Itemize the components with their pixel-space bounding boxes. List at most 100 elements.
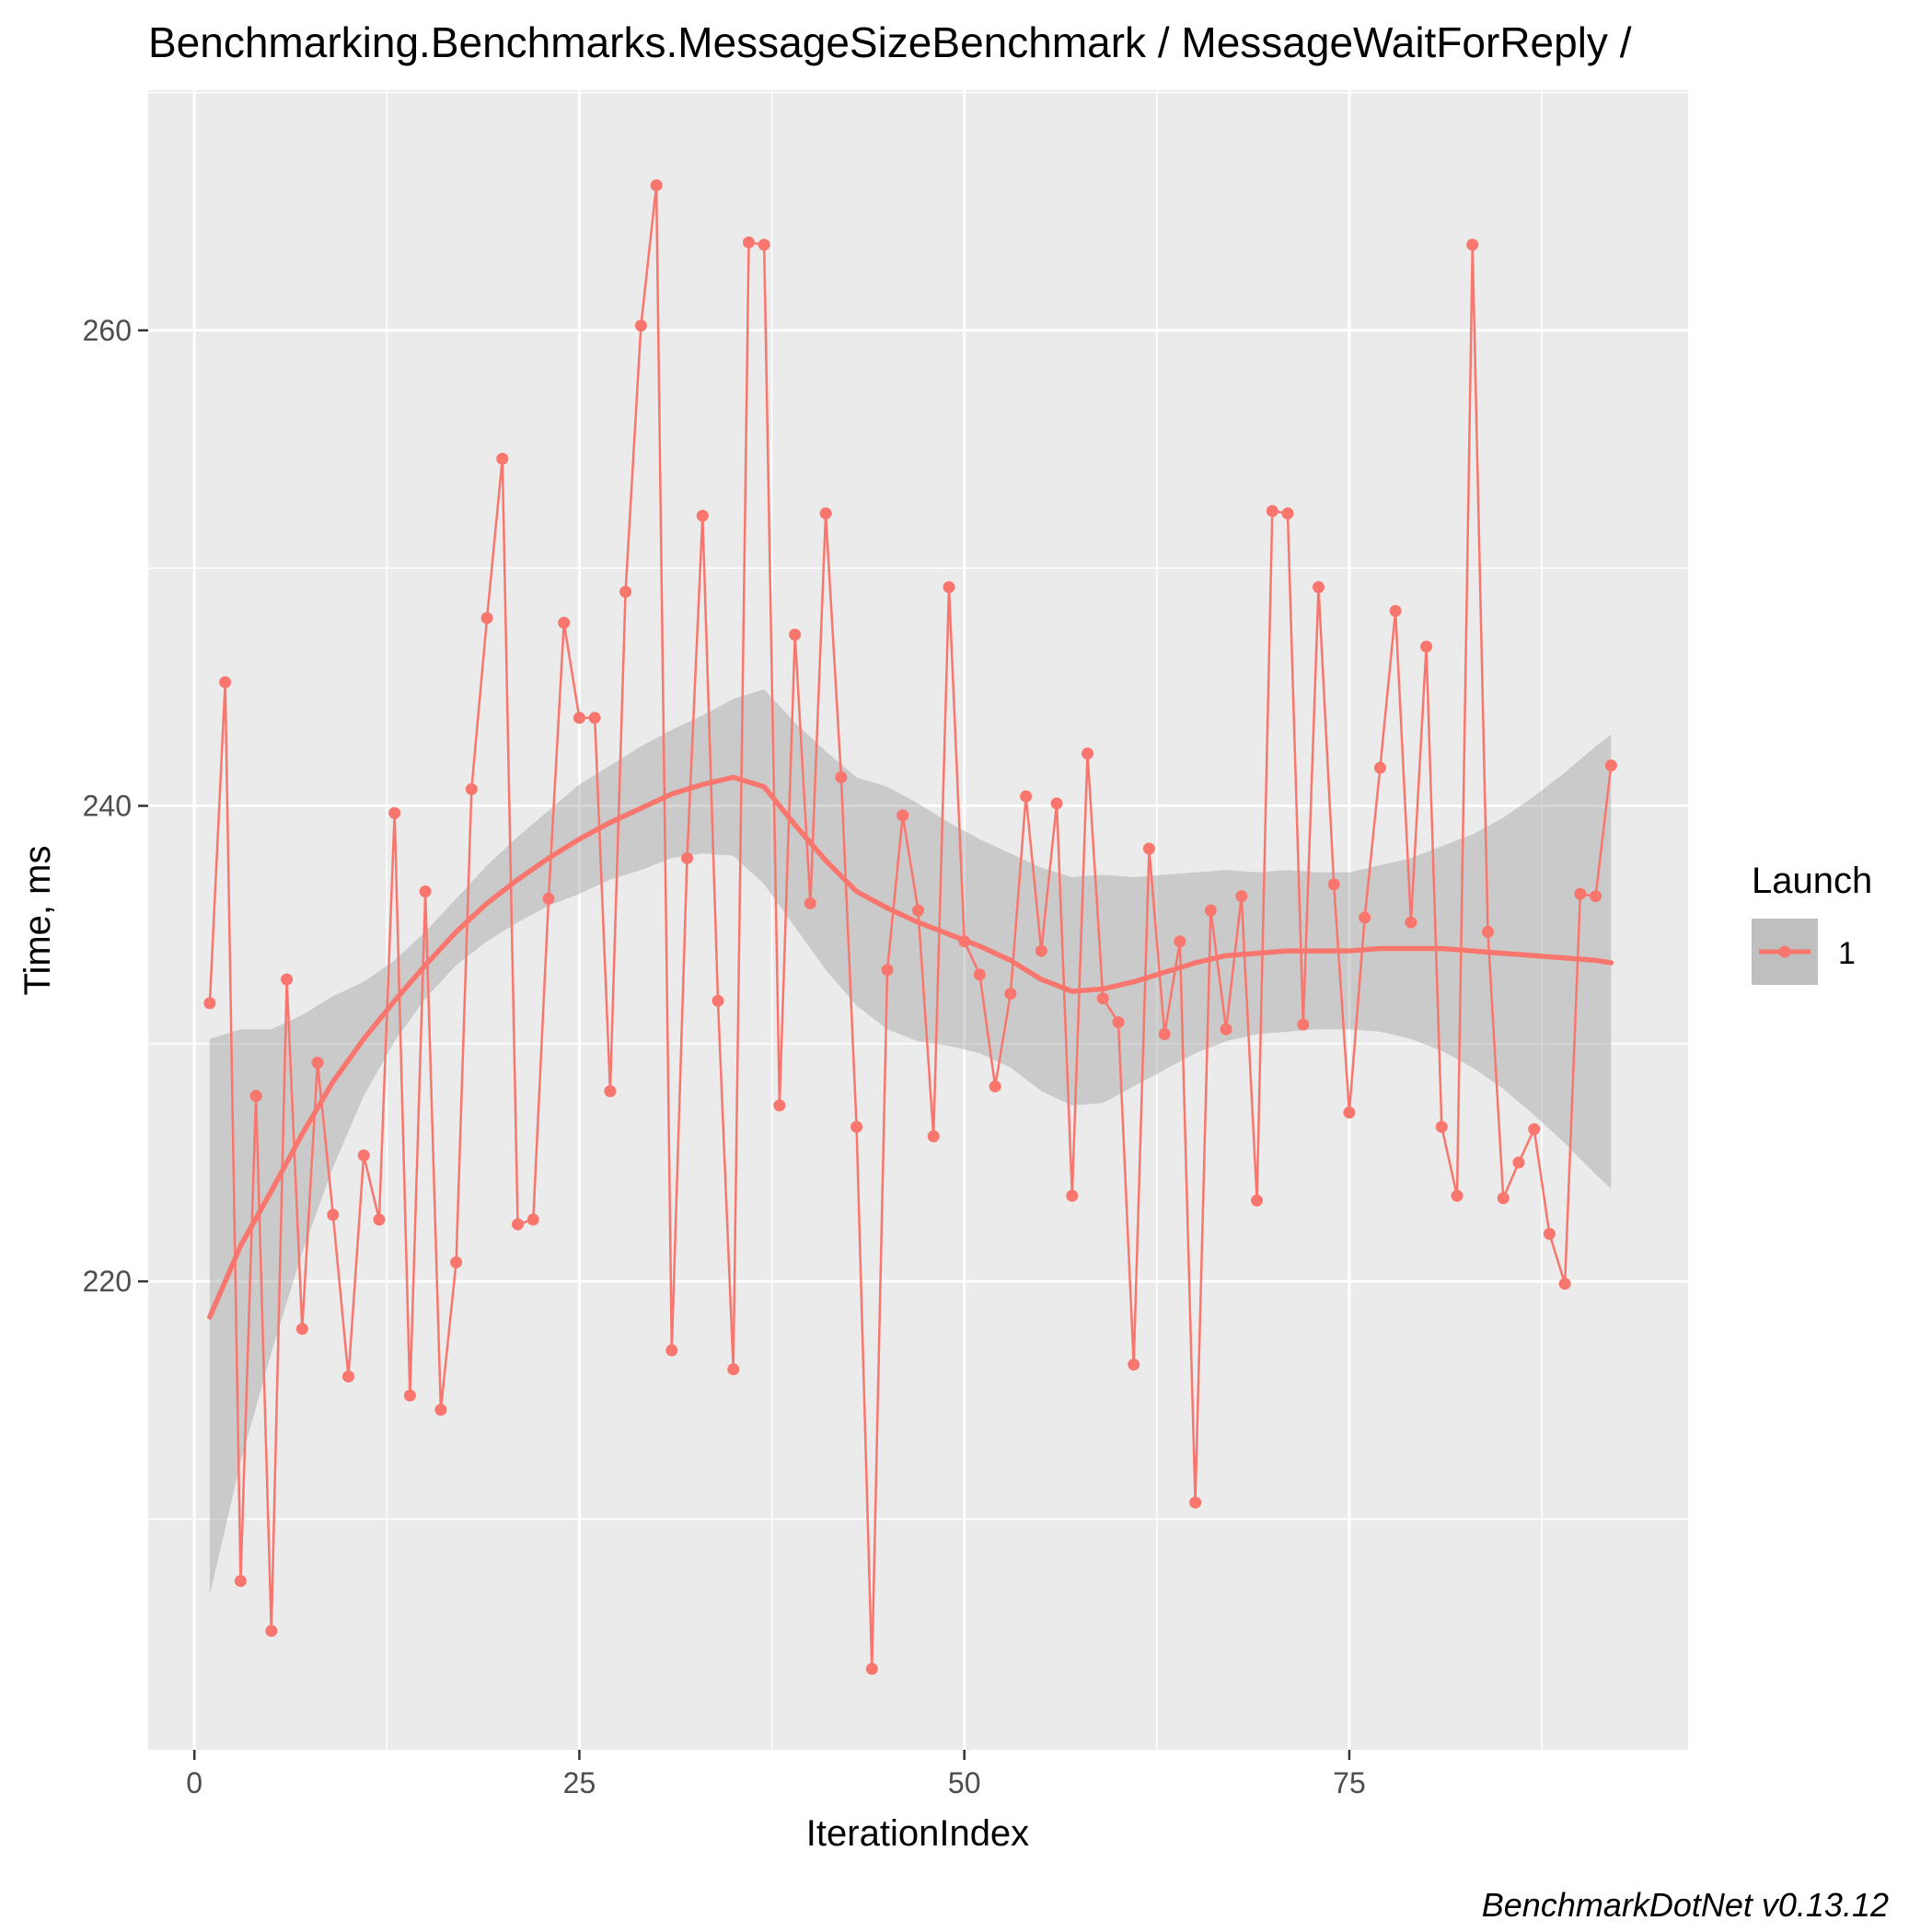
data-point [619,585,632,598]
data-point [989,1080,1001,1093]
data-point [512,1218,525,1231]
series-line [208,185,1613,1670]
data-point [1543,1227,1556,1240]
data-point [1189,1496,1202,1509]
data-point [234,1575,247,1588]
data-point [1359,911,1371,924]
data-point [943,581,955,594]
data-point [742,236,755,249]
data-point [1235,890,1248,903]
axes-group: 0 25 50 75 220 240 260 [83,314,1366,1799]
smooth-line-group [207,774,1614,1320]
y-tick-label: 240 [83,790,132,823]
data-point [1142,842,1155,855]
data-point [604,1084,617,1097]
smooth-line [207,774,1614,1320]
x-tick-label: 75 [1333,1766,1366,1799]
data-point [1482,925,1495,938]
data-point [465,782,478,795]
data-point [835,771,848,784]
data-point [249,1090,262,1103]
data-point [419,885,432,898]
data-point [281,973,294,986]
data-point [650,179,663,191]
data-point [1451,1189,1463,1202]
data-point [1066,1189,1079,1202]
data-point [1389,605,1402,618]
data-point [804,897,816,909]
data-point [1251,1194,1264,1207]
confidence-band [209,688,1612,1596]
data-point [1528,1123,1541,1136]
data-point [1174,935,1186,948]
data-point [819,507,832,520]
data-point [327,1209,340,1221]
data-point [373,1213,386,1226]
data-point [1004,988,1017,1001]
data-point [341,1370,354,1382]
data-point [1435,1120,1448,1133]
data-point [1497,1192,1510,1205]
data-point [1590,890,1602,903]
data-point [573,711,585,724]
data-point [1558,1278,1571,1290]
data-point [219,676,232,688]
data-point [1343,1106,1356,1119]
data-point [973,968,986,981]
data-point [1574,887,1587,900]
x-tick-label: 0 [186,1766,202,1799]
chart-title: Benchmarking.Benchmarks.MessageSizeBench… [148,18,1632,66]
data-point [881,964,894,977]
data-point [1050,797,1063,810]
data-point [1220,1023,1232,1035]
data-point [681,851,694,864]
data-point [634,319,647,332]
data-point [1281,507,1294,520]
data-point [1112,1016,1125,1029]
caption: BenchmarkDotNet v0.13.12 [1482,1886,1889,1924]
data-point [665,1344,678,1357]
confidence-band-area [209,688,1612,1596]
y-tick-label: 220 [83,1265,132,1298]
data-point [1604,759,1617,772]
data-point [311,1056,324,1069]
data-point [295,1323,308,1336]
data-point [1035,944,1047,957]
data-point [727,1363,740,1376]
data-point [434,1404,447,1417]
data-point [1466,238,1479,251]
data-point [1096,992,1109,1005]
data-point [1158,1027,1171,1040]
data-point [758,238,770,251]
data-point [542,892,555,905]
data-point [1405,916,1417,929]
data-point [1512,1156,1525,1169]
data-point [203,997,216,1010]
x-tick-label: 50 [948,1766,981,1799]
data-point [480,611,493,624]
data-point [1312,581,1325,594]
data-point [450,1255,463,1268]
data-point [865,1662,878,1675]
data-point [388,806,401,819]
data-point [558,617,571,630]
data-point [897,809,909,822]
data-point [912,904,924,917]
legend-key-point [1778,945,1791,958]
data-point [1297,1018,1310,1031]
data-point [496,452,509,465]
data-point [1420,640,1433,653]
legend-title: Launch [1752,861,1872,901]
data-point [526,1213,539,1226]
data-point [696,509,709,522]
data-point [1128,1359,1140,1371]
data-point [789,629,802,642]
data-point [1020,790,1033,803]
series-group [203,179,1617,1675]
data-point [1082,747,1094,760]
data-point [588,711,601,724]
data-point [773,1099,786,1112]
data-point [711,994,724,1007]
data-point [403,1389,416,1402]
